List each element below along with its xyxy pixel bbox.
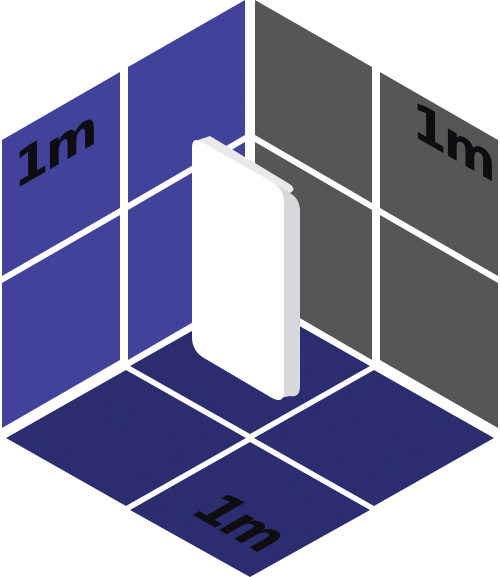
right-wall-tile	[255, 0, 372, 203]
floor-tile	[6, 370, 246, 506]
floor-tile	[254, 370, 494, 506]
panel-top-edge	[198, 136, 294, 193]
floor-tile	[130, 442, 370, 577]
panel-front-face	[192, 140, 284, 400]
left-wall-tile	[2, 215, 120, 428]
standing-panel	[192, 136, 300, 400]
right-wall-tile	[380, 215, 498, 428]
left-wall-tile	[128, 0, 245, 203]
left-wall-tile	[2, 72, 120, 276]
right-wall-tile	[380, 72, 498, 276]
